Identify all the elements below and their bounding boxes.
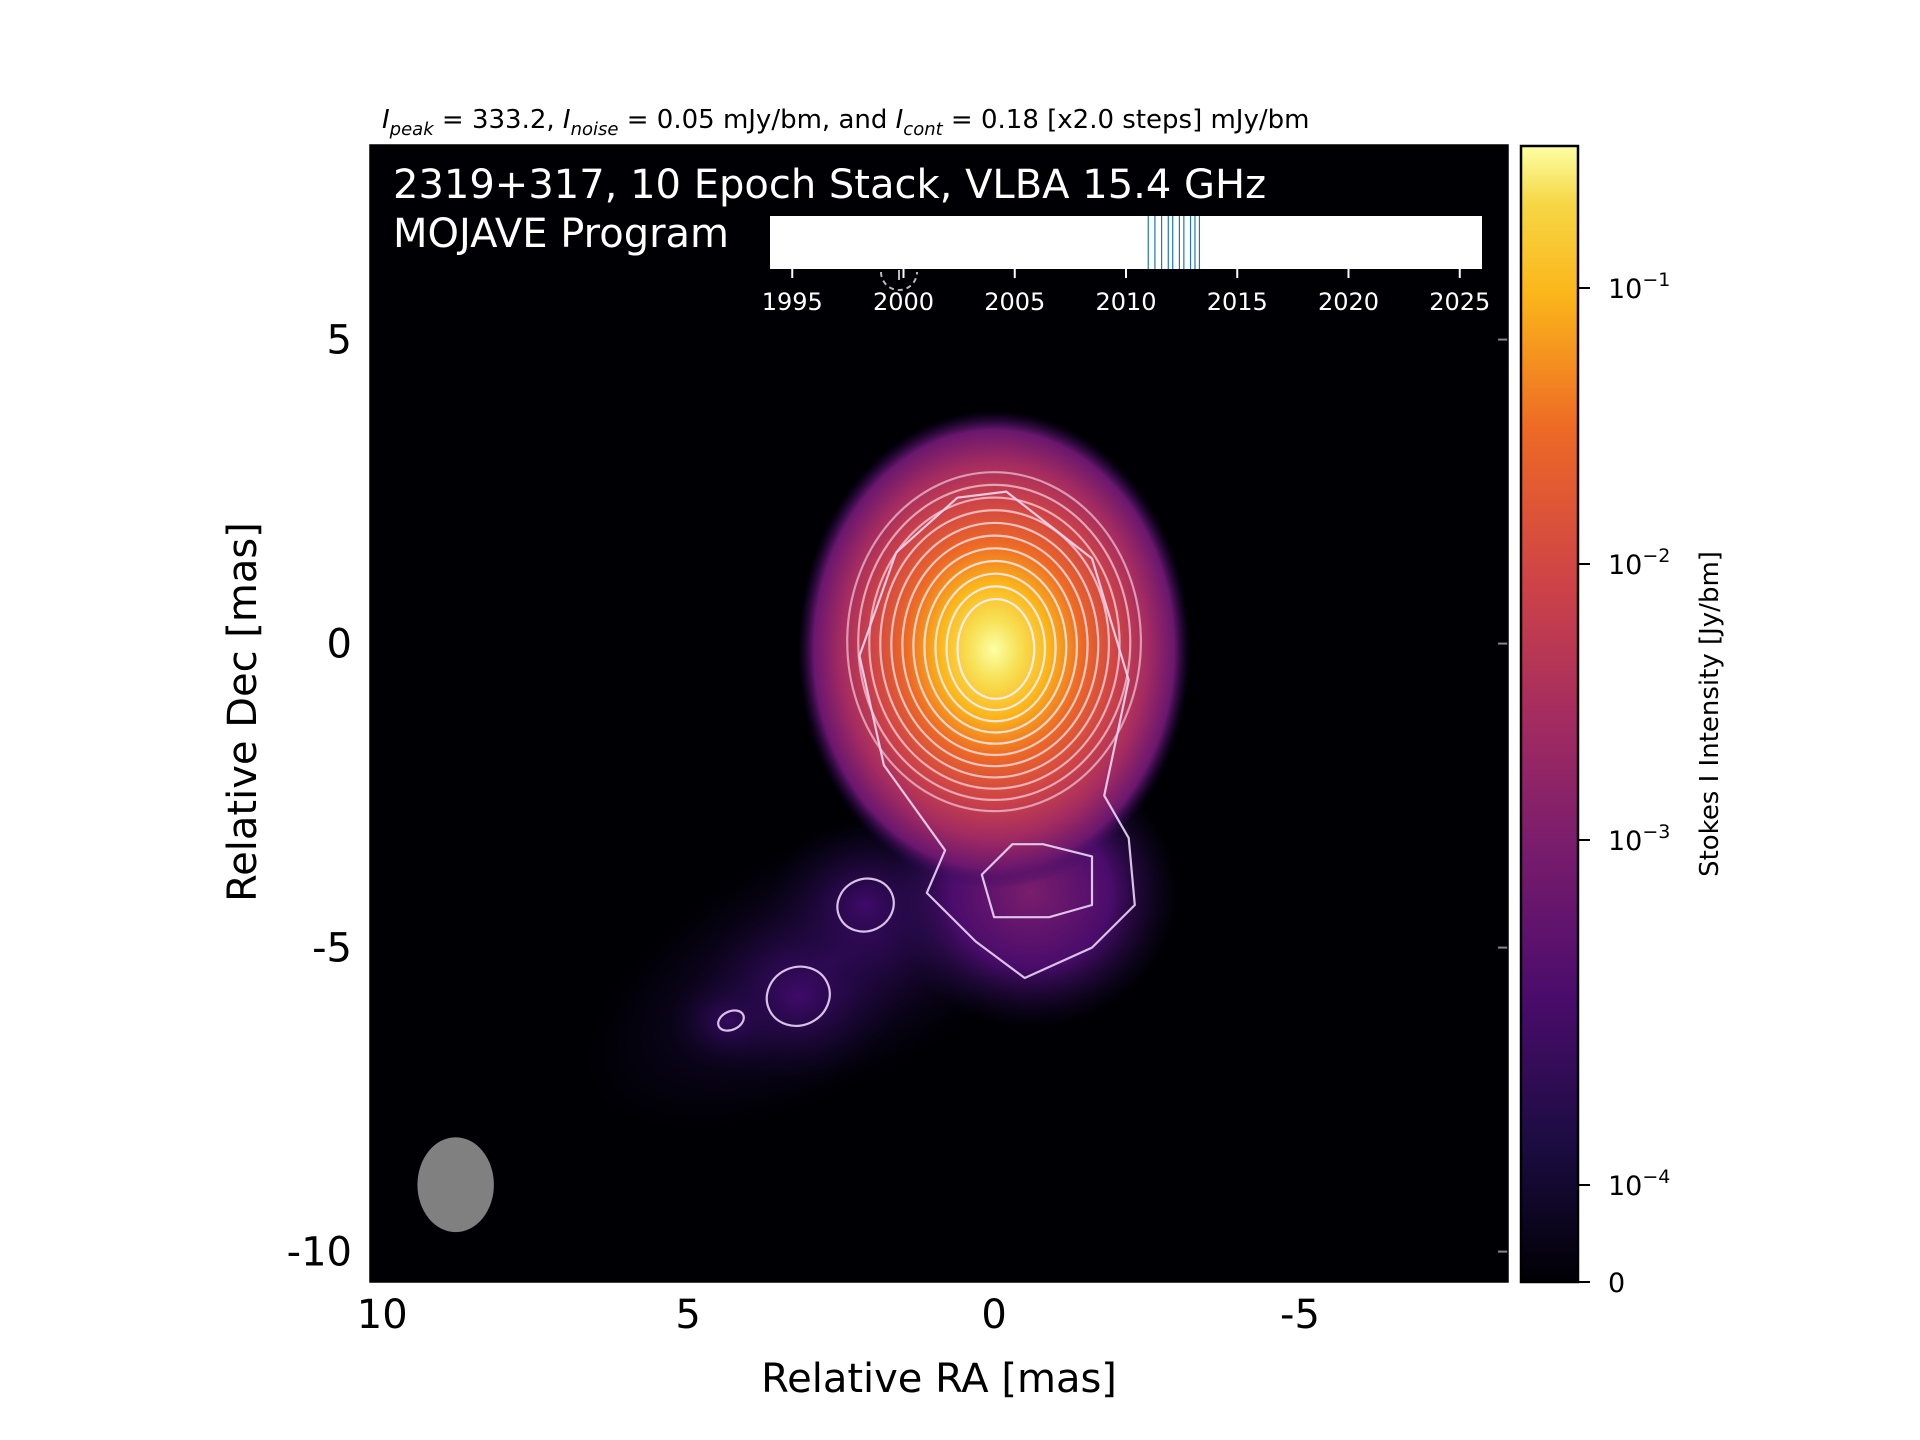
noise-subscript: noise <box>571 119 619 140</box>
colorbar-tick-base: 10 <box>1608 1171 1642 1202</box>
peak-label: I <box>382 105 390 135</box>
colorbar-scale <box>1519 144 1580 1284</box>
contour-level-8 <box>923 559 1068 734</box>
colorbar-tick-label: 10−3 <box>1608 821 1670 857</box>
contour-knot-b <box>765 965 831 1027</box>
timeline-box <box>770 216 1482 269</box>
contour-knot-c <box>717 1009 745 1032</box>
noise-label: I <box>563 105 571 135</box>
colorbar-tick-base: 10 <box>1608 274 1642 305</box>
colorbar-tick-exponent: −2 <box>1642 545 1670 567</box>
contour-level-2 <box>857 483 1132 802</box>
epoch-timeline: 1995 2000 2005 2010 2015 2020 2025 <box>762 216 1490 316</box>
timeline-tick-label: 2020 <box>1318 288 1379 316</box>
colorbar-tick-label: 10−2 <box>1608 545 1670 581</box>
peak-value: = 333.2, <box>434 105 563 135</box>
timeline-tick-label: 2005 <box>984 288 1045 316</box>
cont-subscript: cont <box>903 119 943 140</box>
noise-value: = 0.05 mJy/bm, and <box>618 105 895 135</box>
contour-level-1 <box>846 471 1143 813</box>
colorbar-tick-label: 0 <box>1608 1268 1625 1299</box>
cont-label: I <box>896 105 904 135</box>
timeline-tick-label: 2010 <box>1095 288 1156 316</box>
y-tick-label: 0 <box>327 622 352 668</box>
timeline-ticks: 1995 2000 2005 2010 2015 2020 2025 <box>762 269 1490 316</box>
epoch-lines <box>1147 216 1201 269</box>
x-tick-label: 0 <box>981 1292 1006 1338</box>
colorbar-tick-base: 10 <box>1608 550 1642 581</box>
colorbar-ticks: 010−410−310−210−1 <box>1578 269 1670 1299</box>
peak-subscript: peak <box>389 119 436 140</box>
x-axis-label: Relative RA [mas] <box>761 1356 1117 1402</box>
contour-jet-inner <box>980 843 1094 919</box>
y-axis: 5 0 -5 -10 <box>287 318 1508 1276</box>
beam-ellipse <box>417 1137 494 1233</box>
colorbar-tick-exponent: −3 <box>1642 821 1670 843</box>
timeline-marker-arc <box>880 271 918 291</box>
contour-level-4 <box>879 509 1111 779</box>
contour-level-6 <box>901 534 1089 757</box>
colorbar-tick-base: 0 <box>1608 1268 1625 1299</box>
contour-level-7 <box>912 547 1079 745</box>
contour-knot-a <box>836 877 895 933</box>
timeline-tick-label: 2015 <box>1207 288 1268 316</box>
image-frame <box>369 144 1509 1283</box>
contour-level-9 <box>934 572 1057 723</box>
x-tick-label: 10 <box>357 1292 408 1338</box>
timeline-tick-label: 2000 <box>873 288 934 316</box>
colorbar-tick-base: 10 <box>1608 826 1642 857</box>
colorbar-tick-exponent: −4 <box>1642 1166 1670 1188</box>
contour-level-3 <box>868 496 1121 790</box>
stats-header: Ipeak = 333.2, Inoise = 0.05 mJy/bm, and… <box>382 105 1309 140</box>
timeline-tick-label: 1995 <box>762 288 823 316</box>
y-tick-label: 5 <box>327 318 352 364</box>
colorbar-tick-exponent: −1 <box>1642 269 1670 291</box>
colorbar-tick-label: 10−1 <box>1608 269 1670 305</box>
contour-level-11 <box>956 597 1036 700</box>
colorbar: 010−410−310−210−1 Stokes I Intensity [Jy… <box>1519 144 1725 1299</box>
colorbar-tick-label: 10−4 <box>1608 1166 1670 1202</box>
contour-level-10 <box>945 585 1047 712</box>
y-tick-label: -10 <box>287 1230 352 1276</box>
x-axis: 10 5 0 -5 <box>357 1292 1320 1338</box>
y-axis-label: Relative Dec [mas] <box>220 522 266 902</box>
timeline-tick-label: 2025 <box>1429 288 1490 316</box>
image-panel: 10 5 0 -5 5 0 -5 -10 2319+317, 10 Epoch Stack,… <box>287 144 1509 1338</box>
source-title: 2319+317, 10 Epoch Stack, VLBA 15.4 GHz <box>393 162 1266 208</box>
contour-outer <box>858 490 1136 980</box>
program-label: MOJAVE Program <box>393 211 729 257</box>
y-tick-label: -5 <box>312 926 352 972</box>
contour-layer <box>717 471 1143 1032</box>
x-tick-label: 5 <box>675 1292 700 1338</box>
contour-level-5 <box>890 521 1100 768</box>
x-tick-label: -5 <box>1280 1292 1320 1338</box>
cont-value: = 0.18 [x2.0 steps] mJy/bm <box>943 105 1310 135</box>
colorbar-label: Stokes I Intensity [Jy/bm] <box>1695 551 1725 877</box>
